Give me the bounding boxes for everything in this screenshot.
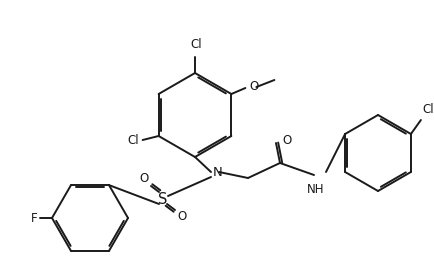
- Text: NH: NH: [307, 183, 325, 196]
- Text: S: S: [158, 192, 168, 207]
- Text: Cl: Cl: [422, 103, 434, 116]
- Text: Cl: Cl: [190, 38, 202, 51]
- Text: O: O: [282, 133, 291, 147]
- Text: O: O: [178, 210, 187, 224]
- Text: Cl: Cl: [127, 133, 138, 147]
- Text: F: F: [30, 212, 37, 225]
- Text: O: O: [139, 173, 148, 185]
- Text: N: N: [213, 167, 223, 180]
- Text: O: O: [250, 81, 259, 93]
